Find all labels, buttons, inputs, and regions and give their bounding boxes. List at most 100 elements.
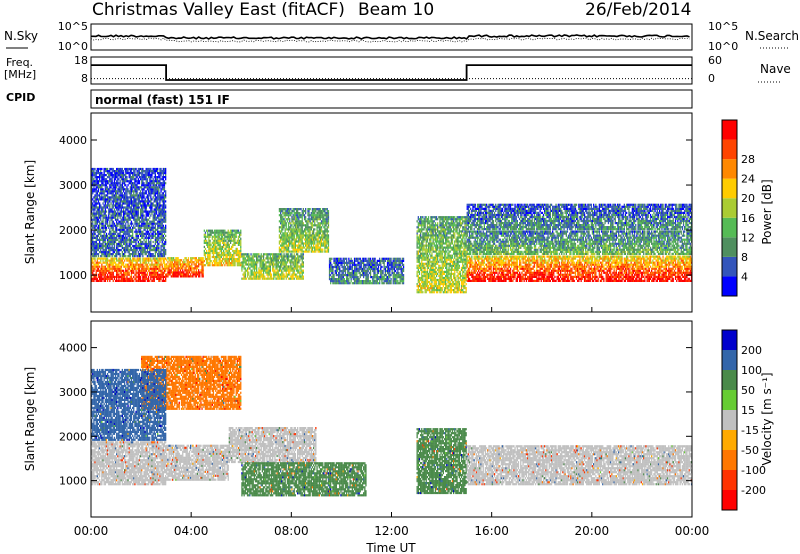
power-echo-cell [401,282,403,285]
power-echo-cell [320,236,323,239]
power-echo-cell [270,263,273,266]
power-echo-cell [449,291,451,294]
power-echo-cell [109,263,111,266]
power-echo-cell [265,257,267,260]
power-echo-cell [295,218,298,221]
power-echo-cell [278,248,281,251]
power-echo-cell [325,244,327,247]
power-echo-cell [292,250,294,253]
power-echo-cell [426,258,429,261]
power-echo-cell [297,250,299,253]
power-echo-cell [250,259,252,262]
power-echo-cell [319,246,322,249]
power-echo-cell [418,276,421,280]
power-echo-cell [435,248,438,251]
power-echo-cell [457,222,459,225]
power-echo-cell [423,258,425,261]
power-echo-cell [219,239,221,242]
power-echo-cell [417,254,419,257]
power-echo-cell [322,244,324,247]
power-echo-cell [313,234,315,237]
power-echo-cell [258,273,260,276]
power-echo-cell [326,242,328,245]
power-echo-cell [261,261,263,264]
power-echo-cell [286,244,289,247]
power-echo-cell [372,267,374,271]
power-echo-cell [171,259,174,262]
power-echo-cell [451,222,454,225]
power-echo-cell [364,267,366,271]
power-echo-cell [97,265,100,268]
power-echo-cell [223,249,225,253]
power-echo-cell [388,280,390,283]
power-echo-cell [401,274,403,277]
power-echo-cell [299,248,301,251]
power-echo-cell [466,259,468,262]
power-echo-cell [390,278,392,281]
power-echo-cell [103,265,105,268]
power-echo-cell [442,226,444,229]
power-echo-cell [95,271,97,274]
power-echo-cell [346,274,348,277]
power-echo-cell [336,278,339,281]
power-echo-cell [289,265,291,268]
power-echo-cell [416,270,418,273]
power-echo-cell [464,260,466,263]
power-echo-cell [458,283,460,286]
power-echo-cell [449,232,451,235]
power-echo-cell [291,246,293,249]
power-echo-cell [448,226,450,229]
power-echo-cell [178,263,180,266]
power-echo-cell [252,259,254,262]
power-echo-cell [229,237,232,240]
power-echo-cell [421,280,423,284]
power-echo-cell [170,263,172,266]
power-echo-cell [173,257,175,260]
power-echo-cell [352,263,355,266]
power-echo-cell [201,265,203,268]
power-echo-cell [381,278,383,281]
power-echo-cell [274,253,276,256]
power-echo-cell [267,257,269,260]
power-echo-cell [306,220,308,223]
power-echo-cell [306,246,308,249]
power-echo-cell [318,250,320,253]
power-echo-cell [360,263,363,266]
power-echo-cell [216,249,218,253]
power-echo-cell [340,276,342,279]
power-echo-cell [242,253,244,256]
power-echo-cell [282,222,284,225]
power-echo-cell [353,280,356,283]
power-echo-cell [397,267,399,271]
power-echo-cell [142,259,144,262]
power-echo-cell [267,269,269,272]
power-echo-cell [451,240,454,243]
power-echo-cell [445,222,447,225]
power-echo-cell [246,273,249,276]
power-echo-cell [110,271,112,274]
power-echo-cell [442,291,444,294]
power-echo-cell [287,214,290,217]
power-echo-cell [388,257,390,260]
power-echo-cell [425,234,427,237]
power-echo-cell [311,238,314,241]
power-echo-cell [286,246,289,249]
power-echo-cell [207,251,209,255]
power-echo-cell [297,216,299,219]
power-echo-cell [327,248,330,251]
power-echo-cell [417,274,419,278]
power-echo-cell [121,275,123,278]
power-echo-cell [226,255,228,259]
power-echo-cell [316,220,318,223]
power-echo-cell [349,263,351,266]
power-echo-cell [245,255,248,258]
power-echo-cell [235,253,237,257]
power-echo-cell [310,242,312,245]
power-echo-cell [392,280,394,283]
power-echo-cell [483,267,485,270]
power-echo-cell [305,218,307,221]
power-echo-cell [217,237,219,240]
power-echo-cell [442,218,444,221]
power-echo-cell [393,263,396,266]
power-echo-cell [293,236,295,239]
